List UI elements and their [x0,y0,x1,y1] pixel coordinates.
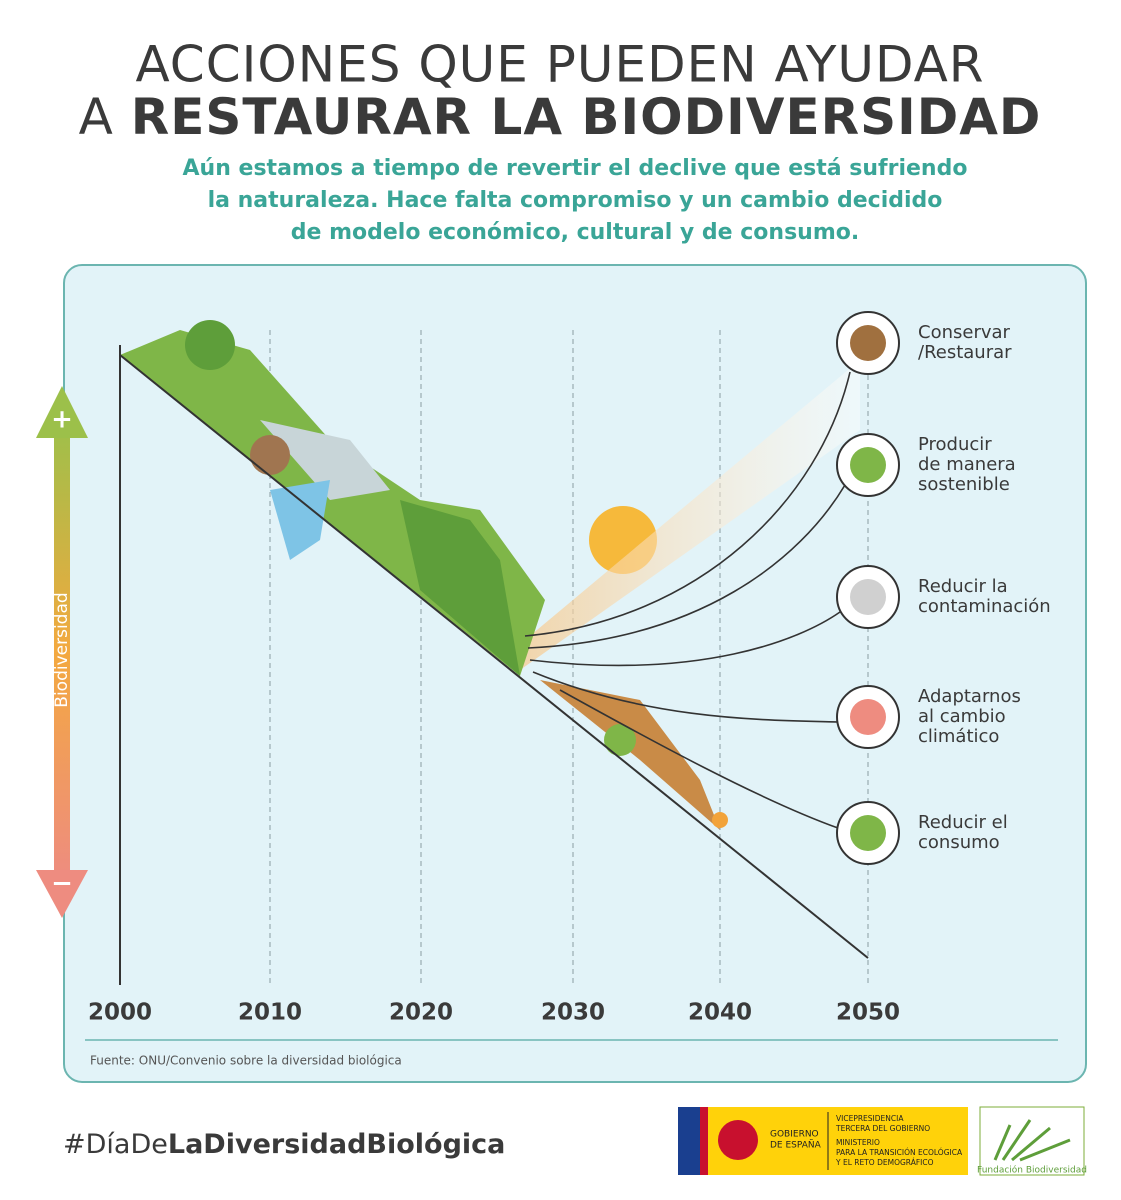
hashtag: #DíaDeLaDiversidadBiológica [63,1129,505,1160]
action-label: sostenible [918,474,1010,495]
connectors [524,371,851,829]
action-label: de manera [918,454,1016,475]
action-label: climático [918,726,999,747]
foundation-text: Fundación Biodiversidad [977,1165,1087,1176]
year-label: 2000 [88,1000,152,1026]
year-label: 2030 [541,1000,605,1026]
gov-text: GOBIERNO [770,1130,819,1140]
arrow-up [36,386,88,438]
action-icon-inner [850,447,886,483]
decline-line [119,354,869,959]
gov-logo: GOBIERNO DE ESPAÑA [678,1107,968,1175]
action-label: Adaptarnos [918,686,1021,707]
grass [993,1119,1071,1162]
action-label: /Restaurar [918,342,1012,363]
ministry-text: Y EL RETO DEMOGRÁFICO [835,1158,934,1167]
year-label: 2040 [688,1000,752,1026]
ministry-text: TERCERA DEL GOBIERNO [835,1124,930,1133]
action-icon-inner [850,325,886,361]
ministry-text: MINISTERIO [836,1138,880,1147]
action-label: Reducir el [918,812,1008,833]
minus: − [51,869,73,899]
light-beam [520,360,860,670]
hashtag-light: #DíaDe [63,1129,168,1160]
landscape [120,320,728,830]
years: 2000 2010 2020 2030 2040 2050 [88,1000,900,1026]
year-label: 2020 [389,1000,453,1026]
action-label: Conservar [918,322,1011,343]
ministry-text: PARA LA TRANSICIÓN ECOLÓGICA [836,1148,963,1157]
action-icon-inner [850,815,886,851]
title-bold: RESTAURAR LA BIODIVERSIDAD [131,88,1042,146]
axis-bar [54,420,70,880]
action-icon-inner [850,579,886,615]
arrow-down [36,870,88,918]
ministry-text: VICEPRESIDENCIA [836,1114,904,1123]
year-label: 2010 [238,1000,302,1026]
action-icon-inner [850,699,886,735]
gov-text: DE ESPAÑA [770,1140,822,1151]
action-label: Producir [918,434,992,455]
year-label: 2050 [836,1000,900,1026]
action-label: Reducir la [918,576,1008,597]
axis-label: Biodiversidad [52,592,72,707]
action-label: al cambio [918,706,1006,727]
title-prefix: A [79,88,114,146]
subtitle: de modelo económico, cultural y de consu… [291,220,859,245]
action-label: consumo [918,832,1000,853]
subtitle: la naturaleza. Hace falta compromiso y u… [208,188,943,213]
action-label: contaminación [918,596,1051,617]
source: Fuente: ONU/Convenio sobre la diversidad… [90,1054,402,1068]
plus: + [51,405,73,435]
hashtag-bold: LaDiversidadBiológica [168,1129,506,1160]
subtitle: Aún estamos a tiempo de revertir el decl… [183,156,968,181]
title-line1: ACCIONES QUE PUEDEN AYUDAR [135,36,984,94]
title-line2: A RESTAURAR LA BIODIVERSIDAD [79,88,1042,146]
